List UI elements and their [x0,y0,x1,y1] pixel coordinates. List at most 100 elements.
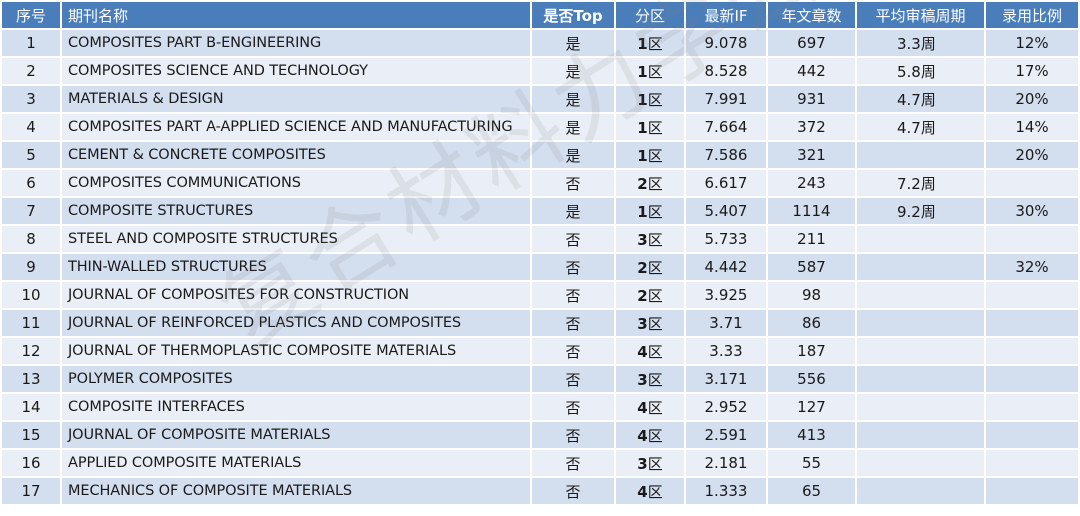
zone-number: 4 [637,342,648,361]
zone-number: 1 [637,90,648,109]
cell-top: 否 [532,478,614,504]
cell-acceptance: 30% [986,198,1078,224]
cell-top: 否 [532,338,614,364]
table-row: 6 COMPOSITES COMMUNICATIONS 否 2区 6.617 243 7.2… [2,170,1078,196]
cell-top: 否 [532,226,614,252]
cell-review [857,310,984,336]
cell-index: 3 [2,86,60,112]
cell-zone: 3区 [616,310,684,336]
cell-articles: 243 [768,170,855,196]
table-row: 13 POLYMER COMPOSITES 否 3区 3.171 556 [2,366,1078,392]
table-row: 15 JOURNAL OF COMPOSITE MATERIALS 否 4区 2.591… [2,422,1078,448]
zone-suffix: 区 [647,258,663,277]
cell-name: COMPOSITES PART B-ENGINEERING [62,30,530,56]
header-impact: 最新IF [686,2,766,28]
cell-articles: 931 [768,86,855,112]
zone-suffix: 区 [647,286,663,305]
cell-top: 否 [532,254,614,280]
cell-impact: 2.591 [686,422,766,448]
cell-impact: 7.991 [686,86,766,112]
cell-review: 7.2周 [857,170,984,196]
cell-impact: 7.664 [686,114,766,140]
cell-review [857,450,984,476]
table-row: 4 COMPOSITES PART A-APPLIED SCIENCE AND M… [2,114,1078,140]
zone-suffix: 区 [647,34,663,53]
cell-name: JOURNAL OF THERMOPLASTIC COMPOSITE MATER… [62,338,530,364]
cell-review [857,226,984,252]
cell-top: 是 [532,30,614,56]
cell-top: 否 [532,170,614,196]
cell-articles: 127 [768,394,855,420]
cell-articles: 321 [768,142,855,168]
cell-zone: 2区 [616,282,684,308]
cell-zone: 1区 [616,142,684,168]
zone-suffix: 区 [647,174,663,193]
cell-top: 否 [532,310,614,336]
cell-acceptance: 17% [986,58,1078,84]
zone-suffix: 区 [647,230,663,249]
cell-review: 4.7周 [857,114,984,140]
cell-name: JOURNAL OF COMPOSITE MATERIALS [62,422,530,448]
header-name: 期刊名称 [62,2,530,28]
cell-acceptance [986,478,1078,504]
cell-impact: 7.586 [686,142,766,168]
zone-number: 3 [637,454,648,473]
cell-top: 是 [532,114,614,140]
cell-articles: 372 [768,114,855,140]
table-row: 11 JOURNAL OF REINFORCED PLASTICS AND COM… [2,310,1078,336]
cell-review [857,478,984,504]
zone-suffix: 区 [647,370,663,389]
header-articles: 年文章数 [768,2,855,28]
cell-name: COMPOSITES COMMUNICATIONS [62,170,530,196]
cell-acceptance [986,310,1078,336]
cell-zone: 1区 [616,58,684,84]
cell-articles: 442 [768,58,855,84]
cell-articles: 1114 [768,198,855,224]
cell-impact: 5.733 [686,226,766,252]
zone-number: 2 [637,286,648,305]
table-row: 10 JOURNAL OF COMPOSITES FOR CONSTRUCTION… [2,282,1078,308]
cell-acceptance: 12% [986,30,1078,56]
zone-suffix: 区 [647,342,663,361]
cell-articles: 556 [768,366,855,392]
cell-articles: 187 [768,338,855,364]
table-row: 16 APPLIED COMPOSITE MATERIALS 否 3区 2.181 55 [2,450,1078,476]
zone-number: 1 [637,34,648,53]
cell-articles: 65 [768,478,855,504]
cell-name: STEEL AND COMPOSITE STRUCTURES [62,226,530,252]
table-row: 5 CEMENT & CONCRETE COMPOSITES 是 1区 7.586 321… [2,142,1078,168]
cell-index: 2 [2,58,60,84]
cell-review [857,366,984,392]
cell-index: 10 [2,282,60,308]
cell-zone: 3区 [616,226,684,252]
zone-suffix: 区 [647,202,663,221]
cell-top: 否 [532,366,614,392]
cell-impact: 6.617 [686,170,766,196]
cell-impact: 3.33 [686,338,766,364]
zone-suffix: 区 [647,426,663,445]
cell-zone: 4区 [616,422,684,448]
zone-number: 1 [637,62,648,81]
cell-name: MATERIALS & DESIGN [62,86,530,112]
zone-suffix: 区 [647,314,663,333]
cell-index: 9 [2,254,60,280]
cell-articles: 211 [768,226,855,252]
cell-acceptance [986,338,1078,364]
cell-articles: 98 [768,282,855,308]
zone-number: 3 [637,314,648,333]
table-row: 9 THIN-WALLED STRUCTURES 否 2区 4.442 587 32% [2,254,1078,280]
header-row: 序号 期刊名称 是否Top 分区 最新IF 年文章数 平均审稿周期 录用比例 [2,2,1078,28]
cell-zone: 2区 [616,170,684,196]
table-row: 17 MECHANICS OF COMPOSITE MATERIALS 否 4区 1.3… [2,478,1078,504]
cell-name: COMPOSITE INTERFACES [62,394,530,420]
zone-suffix: 区 [647,482,663,501]
cell-articles: 55 [768,450,855,476]
cell-acceptance [986,226,1078,252]
zone-number: 4 [637,426,648,445]
header-review: 平均审稿周期 [857,2,984,28]
table-body: 1 COMPOSITES PART B-ENGINEERING 是 1区 9.078 69… [2,30,1078,504]
cell-acceptance [986,450,1078,476]
cell-name: COMPOSITES PART A-APPLIED SCIENCE AND MA… [62,114,530,140]
cell-zone: 3区 [616,450,684,476]
cell-index: 17 [2,478,60,504]
